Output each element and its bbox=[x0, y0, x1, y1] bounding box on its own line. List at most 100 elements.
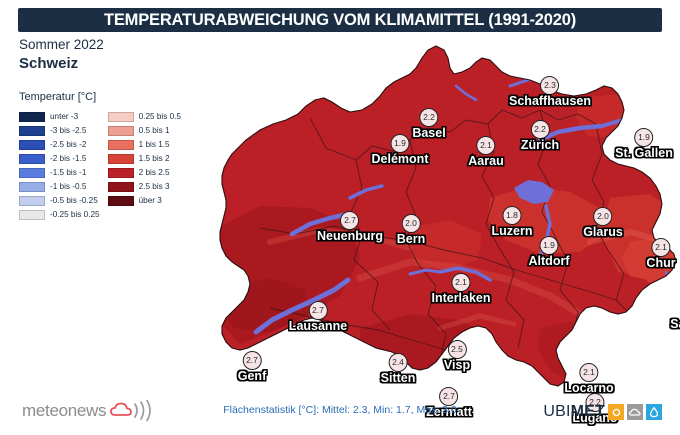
temperature-value-pin: 2.1 bbox=[579, 363, 599, 382]
ubimet-wordmark: UBIMET bbox=[543, 403, 605, 421]
city-marker[interactable]: 1.9 Delémont bbox=[370, 134, 430, 167]
sun-icon bbox=[608, 404, 624, 420]
country-outline bbox=[219, 45, 677, 387]
city-marker[interactable]: 2.1 Locarno bbox=[563, 363, 615, 397]
legend-row: -3 bis -2.5 bbox=[19, 125, 100, 137]
city-marker[interactable]: 2.3 Schaffhausen bbox=[508, 76, 593, 110]
temperature-value-pin: 2.7 bbox=[439, 387, 459, 406]
city-marker[interactable]: 2.7 Zermatt bbox=[425, 387, 473, 421]
city-label: Bern bbox=[395, 231, 426, 248]
temperature-value-pin: 2.7 bbox=[242, 351, 262, 370]
legend-label: -1.5 bis -1 bbox=[50, 168, 87, 177]
temperature-value-pin: 2.2 bbox=[585, 393, 605, 412]
city-marker[interactable]: 2.1 Interlaken bbox=[430, 273, 492, 307]
legend-label: -1 bis -0.5 bbox=[50, 182, 87, 191]
cloud-signal-icon bbox=[110, 400, 152, 422]
city-label: Altdorf bbox=[527, 253, 571, 270]
city-marker[interactable]: 1.9 St. Gallen bbox=[614, 128, 674, 161]
legend-row: unter -3 bbox=[19, 111, 100, 123]
legend-row: 0.25 bis 0.5 bbox=[107, 111, 181, 123]
city-label: Neuenburg bbox=[316, 228, 385, 245]
city-label: Schaffhausen bbox=[508, 93, 593, 110]
temperature-value-pin: 2.1 bbox=[451, 273, 471, 292]
temperature-value-pin: 2.3 bbox=[540, 76, 560, 95]
temperature-value-pin: 2.1 bbox=[651, 238, 671, 257]
temperature-value-pin: 2.0 bbox=[593, 207, 613, 226]
meteonews-logo[interactable]: meteonews bbox=[22, 400, 155, 422]
legend-label: 0.25 bis 0.5 bbox=[138, 112, 181, 121]
page-title: TEMPERATURABWEICHUNG VOM KLIMAMITTEL (19… bbox=[104, 10, 576, 29]
legend-label: -2 bis -1.5 bbox=[50, 154, 87, 163]
city-marker[interactable]: 2.7 Neuenburg bbox=[316, 211, 385, 245]
city-marker[interactable]: 1.8 Luzern bbox=[490, 206, 534, 240]
legend-row: 2 bis 2.5 bbox=[107, 167, 181, 179]
ubimet-logo[interactable]: UBIMET bbox=[543, 403, 662, 421]
subtitle-period: Sommer 2022 bbox=[19, 37, 104, 52]
legend-label: 1 bis 1.5 bbox=[138, 140, 170, 149]
legend-swatch bbox=[19, 196, 45, 206]
lakes-and-rivers bbox=[253, 72, 674, 382]
temperature-value-pin: 2.4 bbox=[388, 353, 408, 372]
legend-row: -2 bis -1.5 bbox=[19, 153, 100, 165]
city-marker[interactable]: 1.9 Altdorf bbox=[527, 236, 571, 270]
city-label: Glarus bbox=[582, 224, 624, 241]
legend-swatch bbox=[107, 154, 134, 164]
temperature-value-pin: 2.2 bbox=[419, 108, 439, 127]
city-label: Zermatt bbox=[425, 404, 473, 421]
city-label: Locarno bbox=[563, 380, 615, 397]
legend-swatch bbox=[107, 168, 134, 178]
city-label: Visp bbox=[443, 357, 472, 374]
legend-row: 1.5 bis 2 bbox=[107, 153, 181, 165]
legend-row: -2.5 bis -2 bbox=[19, 139, 100, 151]
legend-label: 2.5 bis 3 bbox=[138, 182, 170, 191]
droplet-icon bbox=[646, 404, 662, 420]
temperature-legend: unter -3 -3 bis -2.5 -2.5 bis -2 -2 bis -1.… bbox=[19, 111, 219, 221]
temperature-value-pin: 1.9 bbox=[539, 236, 559, 255]
area-statistics: Flächenstatistik [°C]: Mittel: 2.3, Min:… bbox=[223, 404, 457, 416]
cloud-icon bbox=[627, 404, 643, 420]
subtitle-region: Schweiz bbox=[19, 55, 79, 72]
city-marker[interactable]: 2.0 Bern bbox=[395, 214, 427, 248]
legend-label: -0.25 bis 0.25 bbox=[50, 210, 100, 219]
legend-swatch bbox=[107, 182, 134, 192]
city-label: Zürich bbox=[520, 137, 561, 154]
legend-swatch bbox=[107, 126, 134, 136]
city-marker[interactable]: 2.1 Aarau bbox=[467, 136, 505, 170]
legend-row: 0.5 bis 1 bbox=[107, 125, 181, 137]
city-marker[interactable]: 2.0 Glarus bbox=[582, 207, 624, 241]
city-label: Chur bbox=[645, 255, 677, 272]
legend-swatch bbox=[19, 154, 45, 164]
city-marker[interactable]: 2.4 Sitten bbox=[379, 353, 417, 386]
title-bar: TEMPERATURABWEICHUNG VOM KLIMAMITTEL (19… bbox=[18, 8, 662, 32]
city-label: Luzern bbox=[490, 223, 534, 240]
temperature-value-pin: 2.7 bbox=[340, 211, 360, 230]
temperature-value-pin: 2.7 bbox=[308, 301, 328, 320]
city-marker[interactable]: 1.7Samedan bbox=[669, 299, 680, 333]
city-marker[interactable]: 2.7 Genf bbox=[236, 351, 268, 385]
legend-swatch bbox=[19, 112, 45, 122]
city-label: Genf bbox=[236, 368, 267, 385]
legend-row: -0.25 bis 0.25 bbox=[19, 209, 100, 221]
city-marker[interactable]: 2.2 Basel bbox=[411, 108, 447, 142]
city-label: Lugano bbox=[571, 410, 619, 427]
switzerland-map[interactable]: 2.3 Schaffhausen 2.2 Basel 2.2 Zürich 2.1 Aarau… bbox=[110, 28, 680, 426]
city-label: Aarau bbox=[467, 153, 505, 170]
city-marker[interactable]: 2.2 Zürich bbox=[520, 120, 561, 154]
city-label: Interlaken bbox=[430, 290, 492, 307]
city-marker[interactable]: 2.1 Chur bbox=[645, 238, 677, 272]
legend-swatch bbox=[19, 168, 45, 178]
city-marker[interactable]: 2.7 Lausanne bbox=[287, 301, 348, 334]
city-label: Basel bbox=[411, 125, 447, 142]
city-marker-layer: 2.3 Schaffhausen 2.2 Basel 2.2 Zürich 2.1 Aarau… bbox=[110, 28, 680, 426]
legend-row: -1 bis -0.5 bbox=[19, 181, 100, 193]
legend-column-cold: unter -3 -3 bis -2.5 -2.5 bis -2 -2 bis -1.… bbox=[19, 111, 100, 221]
city-label: Samedan bbox=[669, 316, 680, 333]
temperature-value-pin: 1.9 bbox=[634, 128, 654, 147]
legend-row: über 3 bbox=[107, 195, 181, 207]
legend-label: 2 bis 2.5 bbox=[138, 168, 170, 177]
legend-swatch bbox=[19, 126, 45, 136]
city-marker[interactable]: 2.2 Lugano bbox=[571, 393, 619, 427]
legend-label: 0.5 bis 1 bbox=[138, 126, 170, 135]
city-marker[interactable]: 2.5 Visp bbox=[443, 339, 472, 374]
